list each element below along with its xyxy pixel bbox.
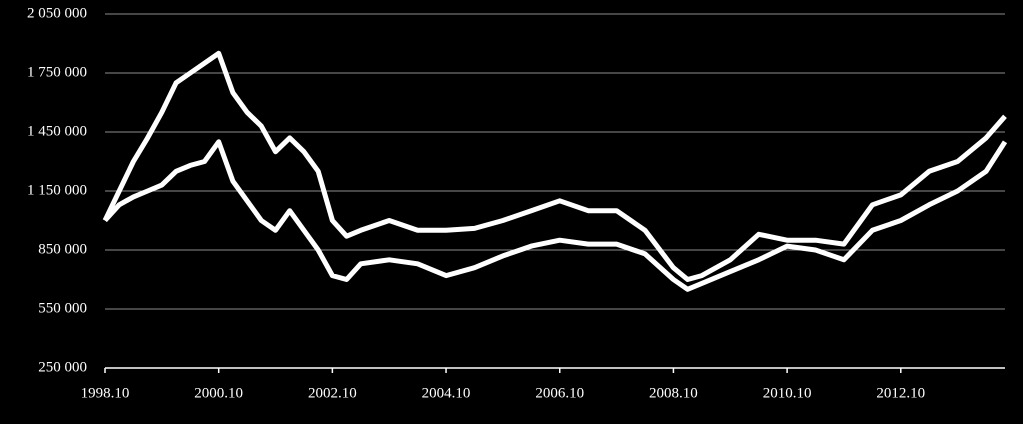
y-tick-label: 2 050 000 — [27, 5, 87, 21]
x-tick-label: 2012.10 — [876, 385, 925, 401]
x-tick-label: 1998.10 — [81, 385, 130, 401]
line-series — [102, 50, 1007, 282]
x-tick-label: 2006.10 — [535, 385, 584, 401]
y-tick-label: 850 000 — [38, 241, 87, 257]
line-series — [103, 139, 1008, 292]
x-tick-label: 2004.10 — [422, 385, 471, 401]
y-tick-label: 550 000 — [38, 300, 87, 316]
x-tick-label: 2010.10 — [763, 385, 812, 401]
y-tick-label: 1 150 000 — [27, 182, 87, 198]
x-tick-label: 2002.10 — [308, 385, 357, 401]
x-tick-label: 2008.10 — [649, 385, 698, 401]
x-tick-label: 2000.10 — [194, 385, 243, 401]
y-tick-label: 250 000 — [38, 359, 87, 375]
y-tick-label: 1 450 000 — [27, 123, 87, 139]
y-tick-label: 1 750 000 — [27, 64, 87, 80]
